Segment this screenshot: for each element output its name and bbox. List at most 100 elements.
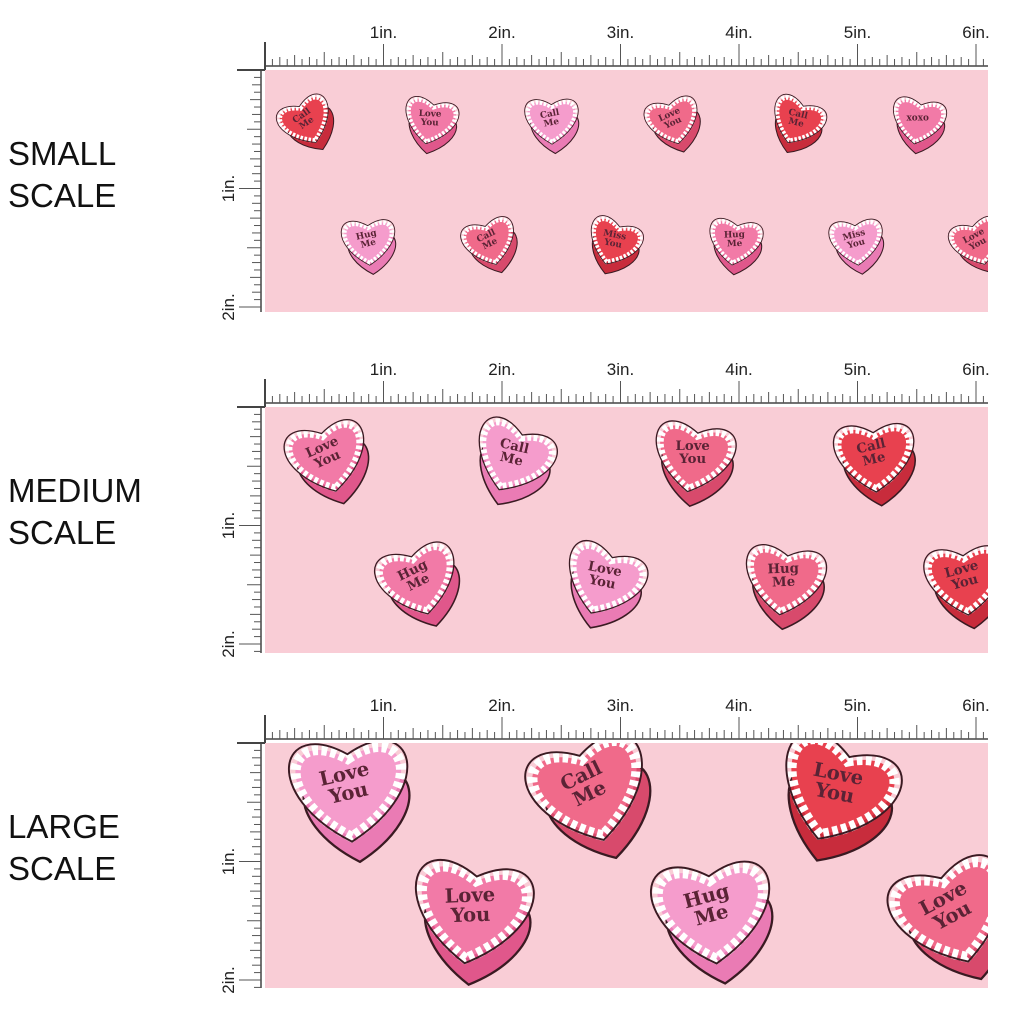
heart-top xyxy=(416,861,533,965)
ruler-label: 5in. xyxy=(844,23,871,42)
heart-edge xyxy=(643,95,698,145)
heart-edge xyxy=(478,416,558,491)
heart-text: You xyxy=(949,572,980,594)
ruler-label: 1in. xyxy=(370,360,397,379)
heart-top xyxy=(656,421,735,493)
heart-edge xyxy=(460,216,514,265)
heart-edge xyxy=(275,93,329,143)
heart-top xyxy=(834,424,914,493)
heart-text: Me xyxy=(498,450,524,470)
heart-edge xyxy=(923,545,988,616)
heart-text: Love xyxy=(586,559,623,580)
heart-top xyxy=(889,856,988,963)
heart-top xyxy=(525,99,578,145)
heart-box: xoxo xyxy=(893,96,947,155)
ruler-label: 4in. xyxy=(725,360,752,379)
ruler-label: 3in. xyxy=(607,23,634,42)
ruler-label: 1in. xyxy=(219,175,238,202)
heart-edge xyxy=(283,419,365,492)
heart-top xyxy=(285,420,364,493)
heart-edge xyxy=(590,215,644,265)
heart-edge xyxy=(287,743,409,843)
heart-top xyxy=(375,543,454,615)
scale-label: SCALE xyxy=(8,177,116,214)
heart-top xyxy=(710,219,763,266)
ruler-label: 4in. xyxy=(725,23,752,42)
heart-top xyxy=(949,216,988,265)
heart-edge xyxy=(745,544,828,616)
ruler-label: 2in. xyxy=(488,696,515,715)
heart-text: You xyxy=(449,903,490,927)
heart-text: xoxo xyxy=(907,114,929,124)
scale-label: SCALE xyxy=(8,514,116,551)
ruler-label: 1in. xyxy=(219,512,238,539)
heart-top xyxy=(786,743,900,840)
heart-edge xyxy=(524,743,643,842)
heart-text: You xyxy=(678,452,706,467)
ruler-label: 2in. xyxy=(488,23,515,42)
heart-top xyxy=(290,743,407,843)
heart-top xyxy=(774,95,826,144)
heart-edge xyxy=(893,96,947,145)
heart-top xyxy=(277,94,329,143)
heart-top xyxy=(652,862,769,965)
ruler-label: 3in. xyxy=(607,696,634,715)
heart-edge xyxy=(655,420,737,493)
ruler-label: 2in. xyxy=(488,360,515,379)
heart-edge xyxy=(650,860,771,965)
ruler-label: 5in. xyxy=(844,696,871,715)
heart-text: Hug xyxy=(767,561,799,577)
heart-top xyxy=(341,220,395,266)
heart-text: Me xyxy=(787,117,805,130)
heart-edge xyxy=(524,98,579,145)
heart-edge xyxy=(785,743,903,840)
heart-top xyxy=(644,96,697,145)
heart-text: You xyxy=(587,573,617,593)
heart-text: Hug xyxy=(355,228,378,242)
heart-edge xyxy=(774,93,828,144)
heart-text: Love xyxy=(418,109,442,120)
heart-text: Call xyxy=(855,436,887,457)
heart-edge xyxy=(340,219,396,266)
ruler-label: 6in. xyxy=(962,23,989,42)
heart-edge xyxy=(405,96,460,145)
ruler-label: 1in. xyxy=(370,23,397,42)
heart-text: Miss xyxy=(602,228,627,242)
heart-edge xyxy=(828,218,883,266)
heart-top xyxy=(924,546,988,616)
heart-text: Me xyxy=(772,575,796,591)
heart-edge xyxy=(374,541,455,615)
heart-top xyxy=(591,216,643,265)
heart-text: You xyxy=(845,237,866,252)
heart-top xyxy=(569,541,647,614)
heart-edge xyxy=(414,858,535,965)
ruler-label: 3in. xyxy=(607,360,634,379)
heart-top xyxy=(406,97,459,145)
heart-text: You xyxy=(602,237,623,251)
scale-label: SMALL xyxy=(8,135,116,172)
ruler-label: 6in. xyxy=(962,360,989,379)
